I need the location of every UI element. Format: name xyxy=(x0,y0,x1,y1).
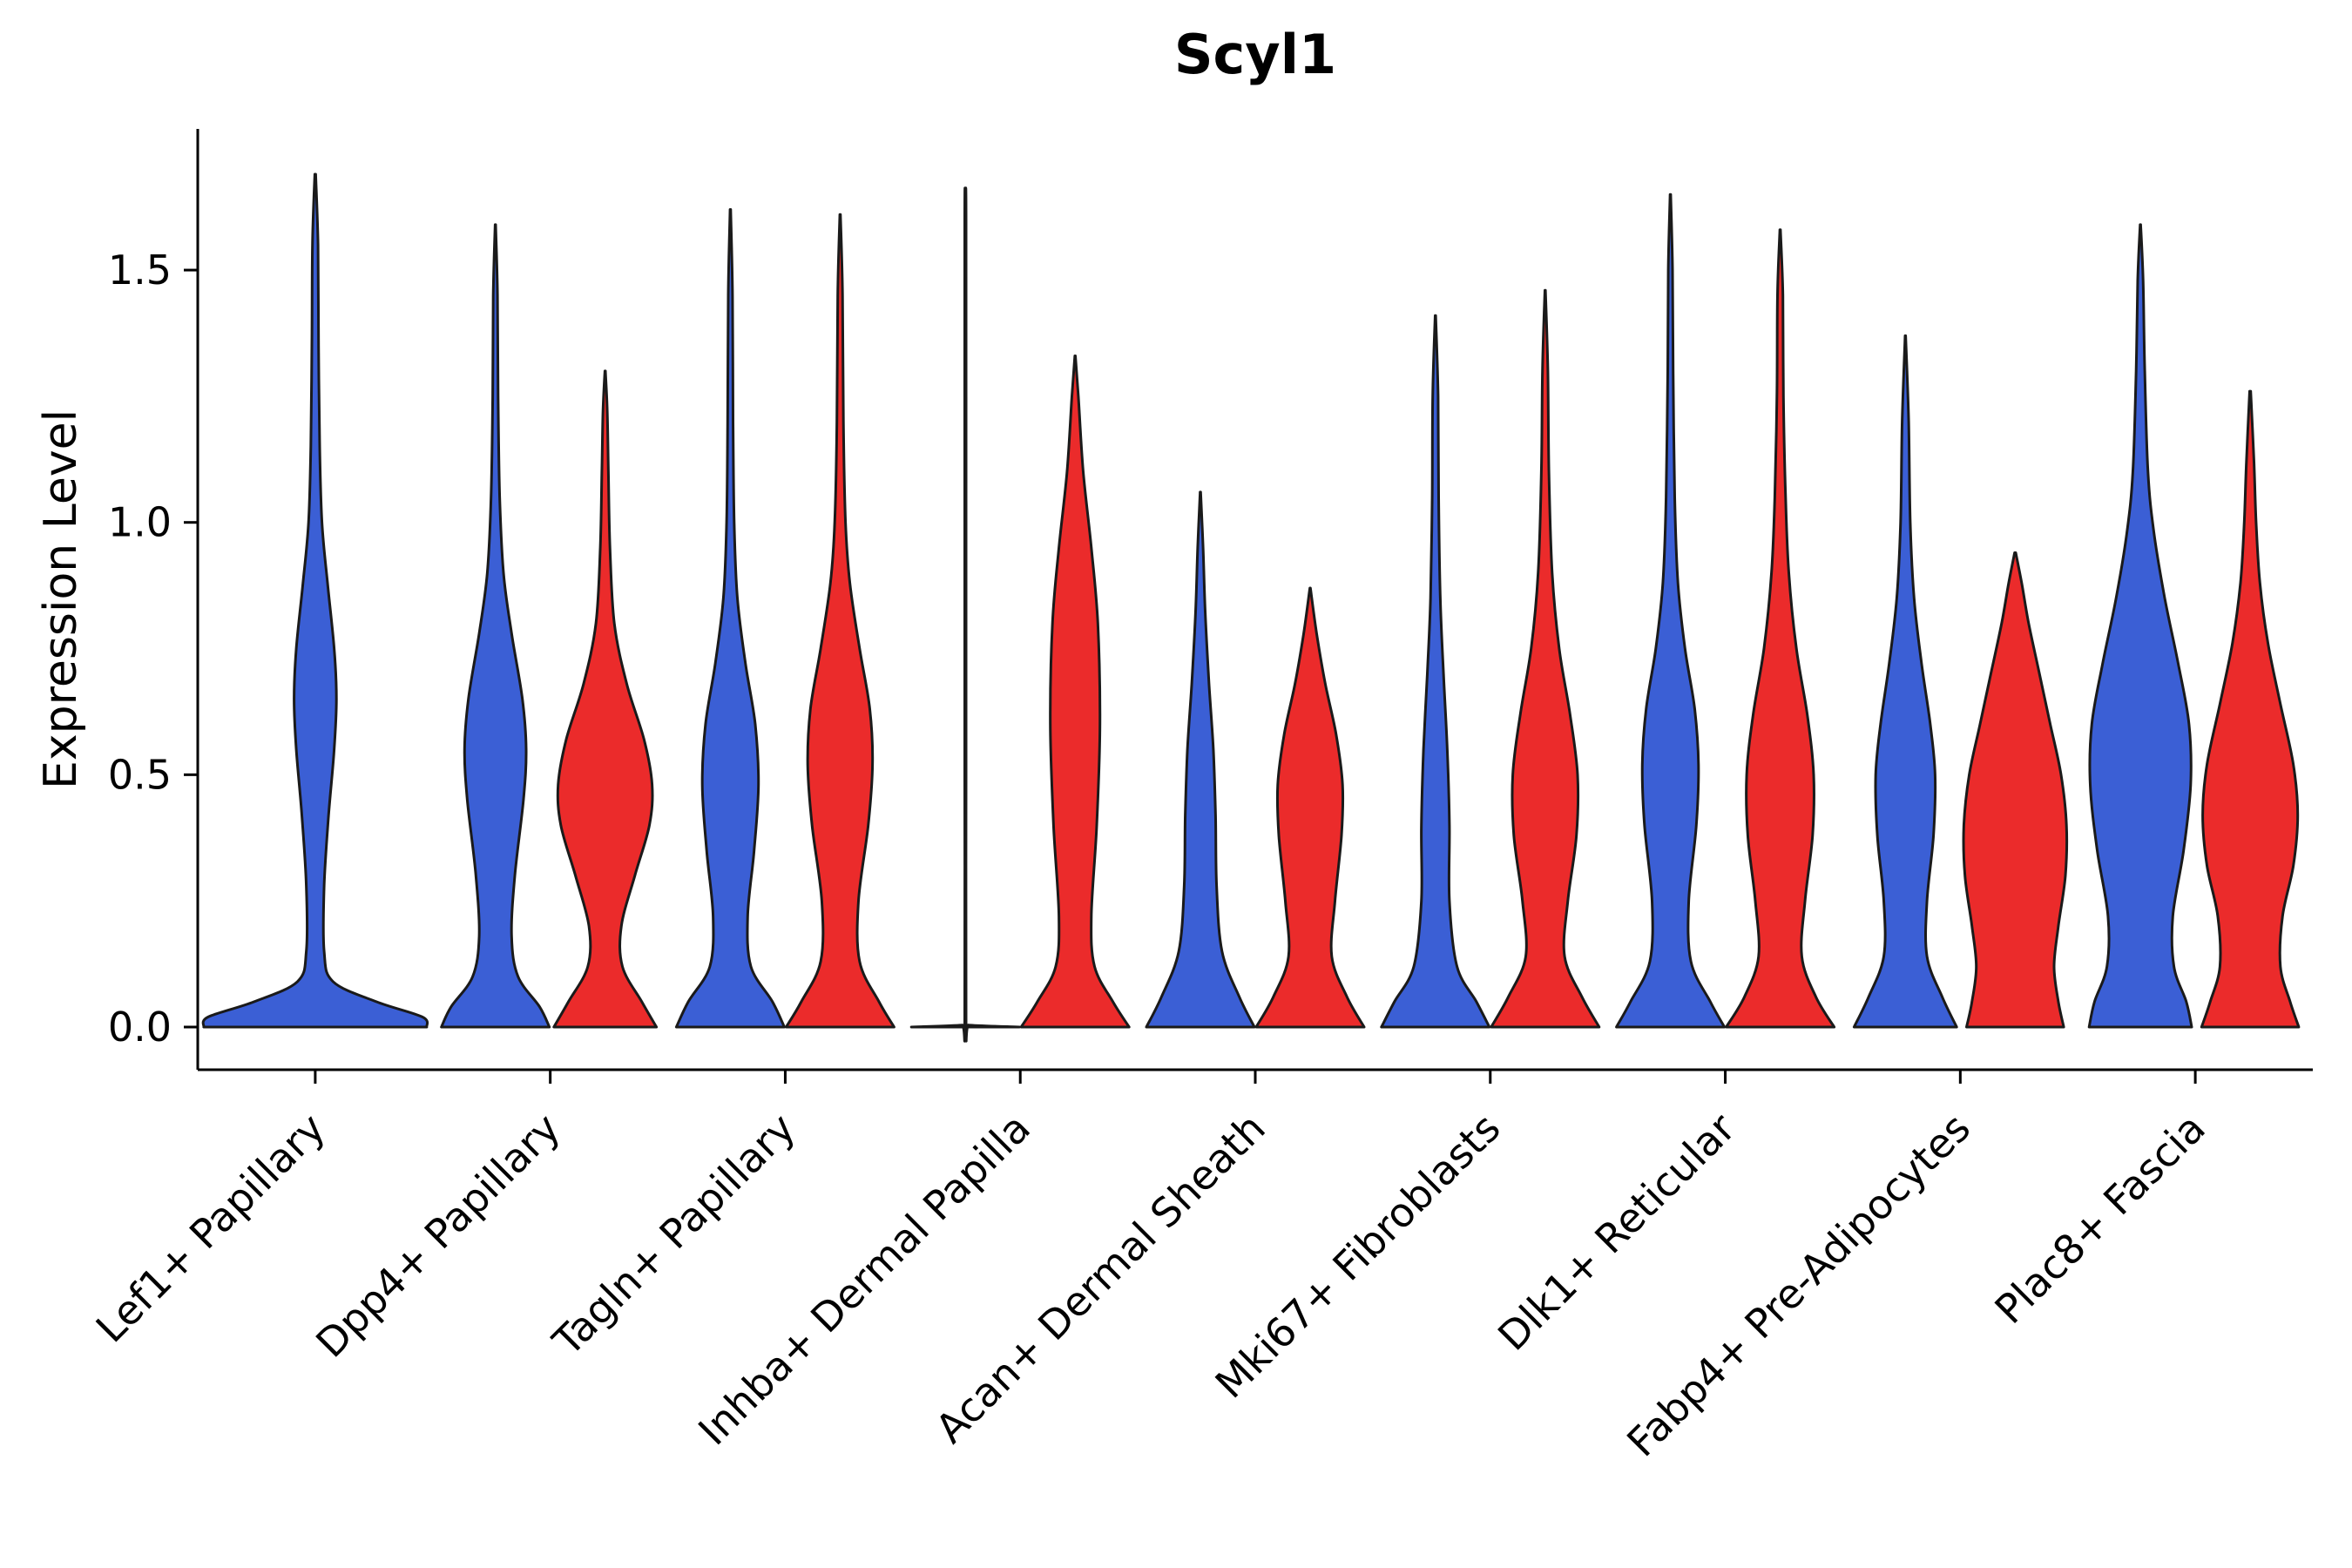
violin-inhba-dermal-papilla-blue xyxy=(909,186,1021,1043)
violin-inhba-dermal-papilla-red xyxy=(1019,355,1131,1029)
violin-tagln-papillary-red xyxy=(784,213,896,1029)
violin-dpp4-papillary-blue xyxy=(440,223,551,1029)
y-tick-label: 1.0 xyxy=(108,499,172,546)
x-tick-label: Tagln+ Papillary xyxy=(544,1105,805,1366)
violin-lef1-papillary-blue xyxy=(201,172,429,1029)
violin-acan-dermal-sheath-blue xyxy=(1145,490,1256,1029)
violin-fabp4-pre-adipocytes-blue xyxy=(1852,334,1958,1029)
violin-mki67-fibroblasts-blue xyxy=(1380,314,1491,1029)
violin-fabp4-pre-adipocytes-red xyxy=(1962,551,2069,1029)
y-tick-label: 0.5 xyxy=(108,751,172,798)
x-tick-label: Plac8+ Fascia xyxy=(1985,1105,2213,1333)
violin-dlk1-reticular-blue xyxy=(1615,193,1727,1029)
violin-dpp4-papillary-red xyxy=(552,369,659,1029)
y-tick-label: 1.5 xyxy=(108,247,172,294)
violin-plac8-fascia-blue xyxy=(2087,223,2193,1029)
violin-mki67-fibroblasts-red xyxy=(1490,288,1601,1029)
x-tick-label: Lef1+ Papillary xyxy=(87,1105,335,1352)
chart-title: Scyl1 xyxy=(1173,23,1337,86)
violin-tagln-papillary-blue xyxy=(674,208,786,1029)
violin-dlk1-reticular-red xyxy=(1725,228,1836,1029)
y-tick-label: 0.0 xyxy=(108,1004,172,1051)
violin-plac8-fascia-red xyxy=(2200,389,2301,1029)
violin-acan-dermal-sheath-red xyxy=(1254,586,1366,1029)
x-tick-label: Dpp4+ Papillary xyxy=(307,1105,569,1367)
x-tick-label: Dlk1+ Reticular xyxy=(1489,1105,1744,1360)
